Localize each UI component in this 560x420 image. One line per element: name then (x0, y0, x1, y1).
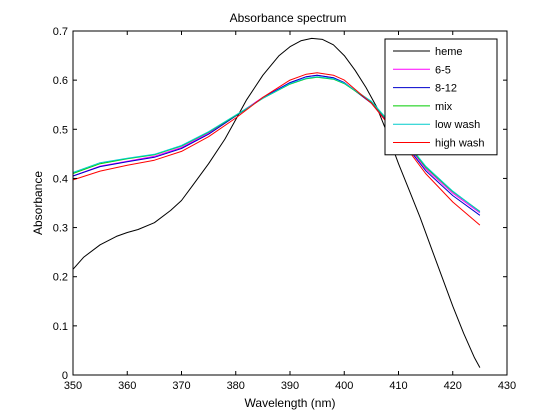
x-tick-label: 410 (389, 380, 407, 392)
y-tick-label: 0.2 (53, 272, 68, 284)
y-axis-title: Absorbance (31, 171, 45, 235)
y-tick-label: 0 (62, 370, 68, 382)
y-tick-label: 0.7 (53, 26, 68, 38)
chart-title: Absorbance spectrum (230, 11, 347, 25)
legend-label: low wash (435, 119, 480, 131)
x-tick-label: 380 (227, 380, 245, 392)
legend-label: high wash (435, 138, 485, 150)
series-line-heme (72, 37, 481, 368)
y-tick-label: 0.1 (53, 321, 68, 333)
y-tick-label: 0.4 (53, 173, 68, 185)
x-tick-label: 400 (335, 380, 353, 392)
plot-frame (72, 30, 508, 376)
x-tick-label: 390 (281, 380, 299, 392)
x-tick-label: 370 (172, 380, 190, 392)
legend-label: 8-12 (435, 83, 457, 95)
tick-layer: 350 360 370 380 390 400 410 420 430 0 0.1 0.2 0.3 0.4… (53, 26, 516, 392)
legend-box (384, 38, 498, 156)
x-tick-label: 350 (64, 380, 82, 392)
x-tick-label: 430 (498, 380, 516, 392)
y-tick-label: 0.5 (53, 124, 68, 136)
legend-label: heme (435, 46, 463, 58)
legend-label: mix (435, 101, 453, 113)
x-tick-label: 360 (118, 380, 136, 392)
y-tick-label: 0.6 (53, 75, 68, 87)
legend-label: 6-5 (435, 64, 451, 76)
y-tick-label: 0.3 (53, 223, 68, 235)
legend: heme 6-5 8-12 mix low wash high wash (384, 38, 498, 156)
x-tick-label: 420 (444, 380, 462, 392)
x-axis-title: Wavelength (nm) (245, 396, 336, 410)
